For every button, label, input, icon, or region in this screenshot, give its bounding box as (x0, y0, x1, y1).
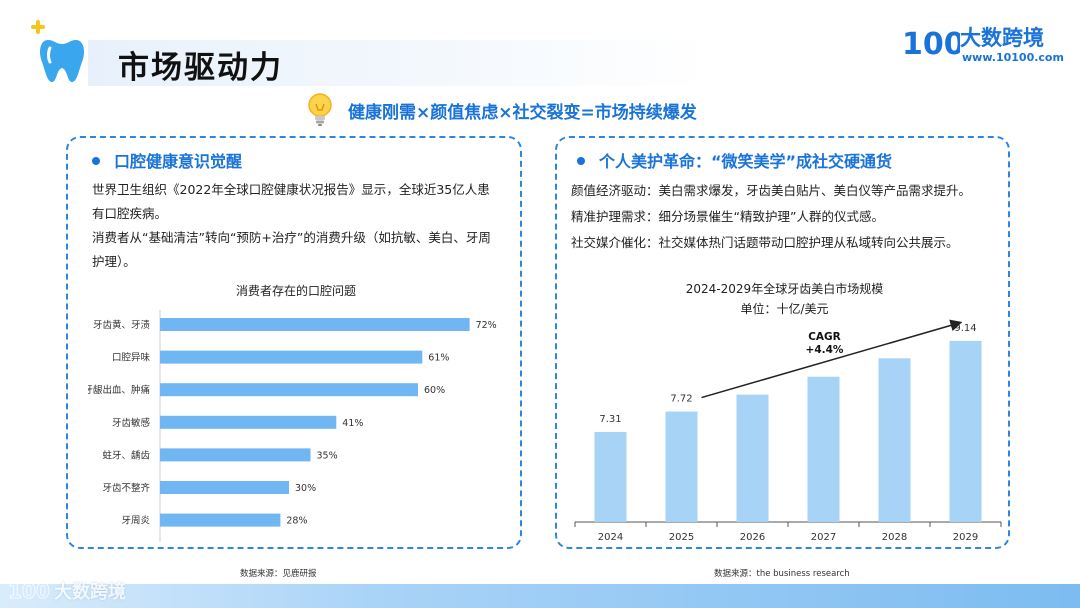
category-label: 牙齿黄、牙渍 (93, 319, 151, 331)
category-label: 牙周炎 (121, 516, 150, 527)
bar (878, 358, 911, 522)
right-chart-title: 2024-2029年全球牙齿美白市场规模 (685, 282, 884, 296)
data-label: 41% (342, 418, 363, 429)
bullet-dot-icon (577, 156, 585, 165)
right-paragraph-3: 社交媒介催化：社交媒体热门话题带动口腔护理从私域转向公共展示。 (571, 235, 959, 250)
left-panel-heading: 口腔健康意识觉醒 (92, 148, 242, 172)
left-chart-title: 消费者存在的口腔问题 (235, 284, 356, 298)
data-label: 28% (286, 516, 307, 527)
bar (160, 318, 470, 331)
cagr-annotation: +4.4% (806, 344, 844, 356)
logo-mark-icon: 100 (902, 27, 960, 62)
headline: 健康刚需×颜值焦虑×社交裂变=市场持续爆发 (348, 103, 697, 123)
right-panel-heading-text: 个人美护革命：“微笑美学”成社交硬通货 (599, 152, 893, 171)
left-paragraph-2: 消费者从“基础清洁”转向“预防+治疗”的消费升级（如抗敏、美白、牙周护理）。 (92, 230, 491, 269)
lightbulb-icon (308, 93, 332, 126)
bar (160, 448, 311, 462)
left-source-note: 数据来源：见鹿研报 (240, 569, 317, 579)
bar (736, 394, 769, 522)
bar (160, 415, 337, 429)
right-source-note: 数据来源：the business research (714, 569, 850, 579)
x-tick-label: 2026 (740, 532, 765, 543)
x-tick-label: 2029 (953, 532, 978, 543)
right-paragraph-2: 精准护理需求：细分场景催生“精致护理”人群的仪式感。 (571, 209, 884, 224)
cagr-annotation: CAGR (808, 331, 841, 343)
watermark-text: 大数跨境 (54, 582, 126, 603)
svg-text:100: 100 (902, 27, 960, 62)
data-label: 35% (317, 450, 338, 461)
right-panel: 个人美护革命：“微笑美学”成社交硬通货 颜值经济驱动：美白需求爆发，牙齿美白贴片… (555, 136, 1010, 549)
bar (594, 431, 627, 522)
data-label: 61% (428, 353, 449, 364)
title-band (88, 40, 708, 86)
bottom-strip (0, 584, 1080, 608)
left-panel-heading-text: 口腔健康意识觉醒 (114, 152, 243, 171)
bar (160, 350, 423, 364)
watermark-logo-icon: 100 (8, 579, 50, 604)
brand-logo[interactable]: 100 大数跨境 www.10100.com (902, 20, 1064, 68)
page-title: 市场驱动力 (118, 50, 283, 86)
category-label: 牙龈出血、肿痛 (88, 384, 150, 396)
brand-url: www.10100.com (962, 51, 1064, 64)
x-tick-label: 2024 (598, 532, 623, 543)
data-label: 30% (295, 483, 316, 494)
data-label: 7.72 (670, 394, 692, 405)
right-panel-heading: 个人美护革命：“微笑美学”成社交硬通货 (577, 148, 892, 172)
svg-text:100: 100 (8, 579, 50, 603)
category-label: 口腔异味 (112, 352, 151, 364)
bar (160, 383, 418, 397)
bar (949, 340, 982, 522)
category-label: 牙齿不整齐 (102, 482, 150, 494)
x-tick-label: 2028 (882, 532, 907, 543)
watermark: 100 大数跨境 (8, 574, 158, 606)
bar (160, 513, 281, 527)
cagr-arrow (701, 319, 963, 399)
right-paragraph-1: 颜值经济驱动：美白需求爆发，牙齿美白贴片、美白仪等产品需求提升。 (571, 183, 972, 198)
tooth-icon (31, 20, 84, 82)
data-label: 9.14 (954, 323, 976, 334)
left-paragraph-1: 世界卫生组织《2022年全球口腔健康状况报告》显示，全球近35亿人患有口腔疾病。 (92, 182, 490, 221)
right-chart-subtitle: 单位：十亿/美元 (740, 302, 829, 316)
bar (160, 481, 289, 494)
data-label: 60% (424, 385, 445, 396)
x-tick-label: 2025 (669, 532, 694, 543)
bar (665, 411, 698, 522)
data-label: 7.31 (599, 414, 621, 425)
oral-problems-bar-chart: 牙齿黄、牙渍 72% 口腔异味 61% 牙龈出血、肿痛 60% 牙齿敏感 41% 蛀牙、龋齿 35… (88, 310, 497, 542)
whitening-market-bar-chart: 2024 7.31 2025 7.72 2026 2027 2028 2029 9.14 CAGR… (574, 319, 1002, 543)
category-label: 蛀牙、龋齿 (102, 449, 150, 461)
category-label: 牙齿敏感 (112, 417, 151, 429)
data-label: 72% (476, 320, 497, 331)
left-panel: 口腔健康意识觉醒 世界卫生组织《2022年全球口腔健康状况报告》显示，全球近35… (66, 136, 522, 549)
bullet-dot-icon (92, 156, 100, 165)
x-tick-label: 2027 (811, 532, 836, 543)
bar (807, 376, 840, 522)
brand-name: 大数跨境 (960, 26, 1044, 50)
